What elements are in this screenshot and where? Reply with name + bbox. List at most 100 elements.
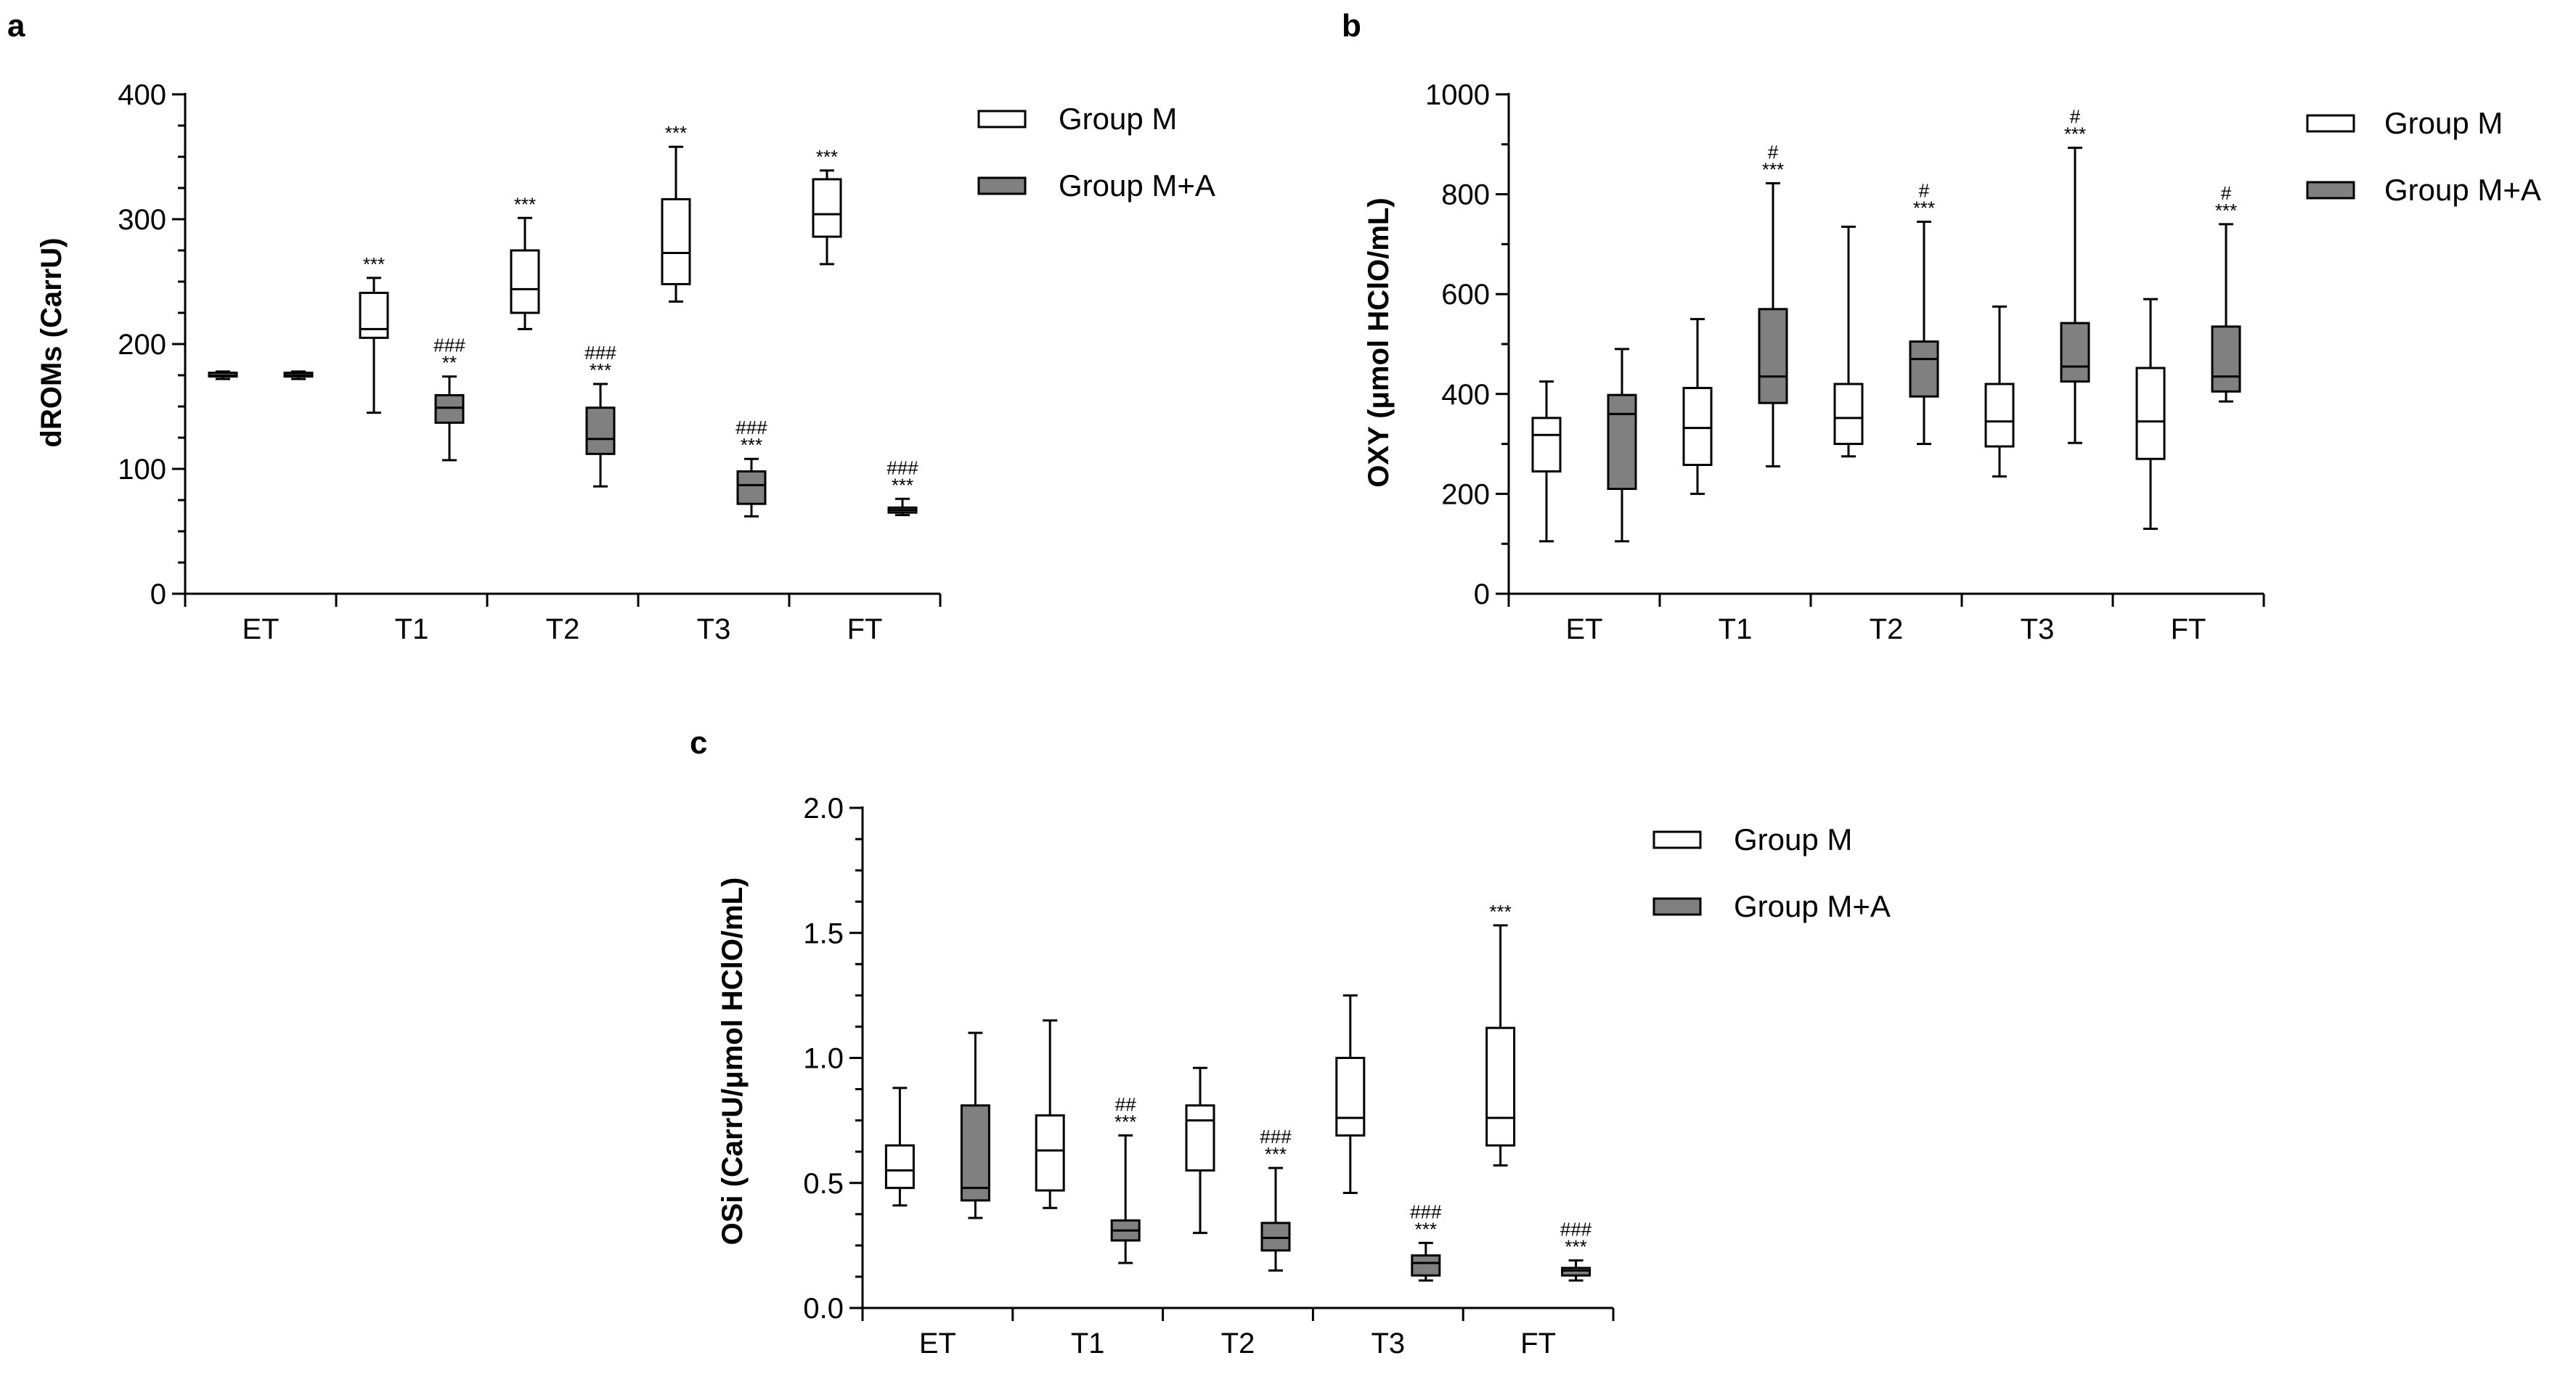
significance-annotation: # (2221, 182, 2232, 204)
box-iqr (1531, 417, 1562, 473)
y-tick-label: 0.5 (803, 1168, 844, 1200)
box-iqr (434, 394, 465, 424)
legend: Group M Group M+A (1652, 822, 1891, 923)
significance-annotation: ### (1560, 1219, 1592, 1240)
y-tick-label: 2.0 (803, 793, 844, 825)
y-tick-label: 1.0 (803, 1043, 844, 1075)
y-tick-label: 1000 (1425, 79, 1490, 111)
x-tick-label: T1 (1071, 1328, 1105, 1359)
chart-panel-b: OXY (μmol HClO/mL) 0 200 400 600 800 1000 ET T1… (1363, 79, 2541, 645)
box-iqr (585, 406, 616, 455)
legend: Group M Group M+A (977, 102, 1215, 203)
box-iqr (1682, 387, 1713, 466)
x-tick-label: ET (919, 1328, 956, 1359)
panel-letter-a: a (7, 8, 25, 44)
x-tick-label: T2 (546, 613, 580, 645)
significance-annotation: ### (584, 342, 616, 364)
box-group-m (1682, 318, 1713, 495)
legend-label-group-m: Group M (1059, 102, 1177, 136)
panel-letter-b: b (1342, 8, 1361, 44)
box-iqr (1561, 1267, 1591, 1277)
box-group-m (884, 1087, 915, 1207)
y-axis-label: dROMs (CarrU) (36, 238, 68, 448)
y-tick-label: 1.5 (803, 917, 844, 949)
significance-annotation: *** (590, 359, 611, 381)
box-group-m (1035, 1019, 1065, 1209)
legend-label-group-m-a: Group M+A (1734, 889, 1891, 923)
x-tick-label: T1 (1719, 613, 1753, 645)
significance-annotation: ** (442, 352, 457, 374)
x-tick-label: ET (1565, 613, 1602, 645)
box-group-m-a: ***# (1909, 179, 1939, 446)
significance-annotation: ### (735, 417, 767, 438)
x-tick-label: FT (2171, 613, 2206, 645)
y-axis-label: OXY (μmol HClO/mL) (1363, 197, 1395, 487)
box-iqr (1035, 1114, 1065, 1192)
significance-annotation: *** (1114, 1111, 1136, 1132)
plot-area: 0.00.51.01.52.0ET T1 T2 T3 FT******##***###*… (803, 793, 1615, 1359)
y-tick-label: 300 (118, 204, 166, 236)
box-group-m (1984, 305, 2015, 478)
significance-annotation: ### (1410, 1201, 1442, 1222)
x-tick-label: FT (847, 613, 883, 645)
box-group-m-a: ***### (886, 457, 918, 517)
chart-panel-c: OSi (CarrU/μmol HClO/mL) 0.0 0.5 1.0 1.5 2.0… (717, 793, 1891, 1359)
box-group-m-a: **### (433, 335, 465, 462)
y-tick-label: 800 (1441, 179, 1490, 211)
y-tick-label: 600 (1441, 279, 1490, 311)
box-iqr (1485, 1026, 1516, 1147)
x-tick-label: T3 (2021, 613, 2055, 645)
significance-annotation: *** (363, 253, 385, 275)
x-tick-label: T2 (1221, 1328, 1255, 1359)
legend-label-group-m: Group M (1734, 822, 1852, 856)
significance-annotation: *** (1415, 1218, 1437, 1240)
significance-annotation: *** (2064, 123, 2086, 145)
significance-annotation: ## (1115, 1093, 1136, 1115)
box-group-m-a: ***### (1410, 1201, 1442, 1282)
y-tick-label: 0 (150, 578, 166, 610)
panel-letter-c: c (690, 725, 707, 761)
box-group-m-a: ***### (584, 342, 616, 488)
significance-annotation: *** (2215, 200, 2237, 221)
significance-annotation: ### (433, 335, 465, 356)
box-group-m-a (960, 1031, 990, 1219)
box-group-m (1531, 380, 1562, 543)
box-group-m: *** (1485, 901, 1516, 1167)
legend-swatch-group-m (1652, 830, 1702, 849)
x-tick-label: T2 (1870, 613, 1904, 645)
significance-annotation: *** (665, 122, 687, 144)
box-group-m-a: ***# (2060, 106, 2090, 444)
box-iqr (1909, 340, 1939, 398)
box-group-m-a (283, 370, 314, 380)
box-group-m (1185, 1066, 1215, 1235)
y-tick-label: 0 (1474, 578, 1490, 610)
significance-annotation: *** (1762, 158, 1784, 180)
box-iqr (1185, 1104, 1215, 1172)
box-iqr (1260, 1222, 1291, 1252)
significance-annotation: *** (1913, 197, 1935, 218)
legend-swatch-group-m-a (2306, 181, 2355, 200)
box-group-m (1833, 225, 1864, 458)
significance-annotation: # (1919, 179, 1930, 201)
y-tick-label: 200 (1441, 478, 1490, 510)
box-group-m (1335, 994, 1366, 1195)
box-iqr (1335, 1057, 1366, 1137)
significance-annotation: *** (741, 434, 762, 456)
box-iqr (960, 1104, 990, 1202)
significance-annotation: *** (1265, 1143, 1287, 1165)
significance-annotation: *** (1489, 901, 1511, 923)
x-tick-label: T3 (697, 613, 731, 645)
significance-annotation: # (2070, 106, 2081, 128)
box-group-m: *** (661, 122, 691, 303)
box-group-m-a: ***### (1260, 1126, 1292, 1272)
y-tick-label: 0.0 (803, 1293, 844, 1325)
legend-label-group-m-a: Group M+A (1059, 168, 1215, 203)
legend-swatch-group-m (977, 110, 1027, 128)
legend-label-group-m-a: Group M+A (2384, 173, 2541, 207)
box-group-m-a: ***# (1758, 141, 1788, 468)
x-tick-label: FT (1520, 1328, 1556, 1359)
